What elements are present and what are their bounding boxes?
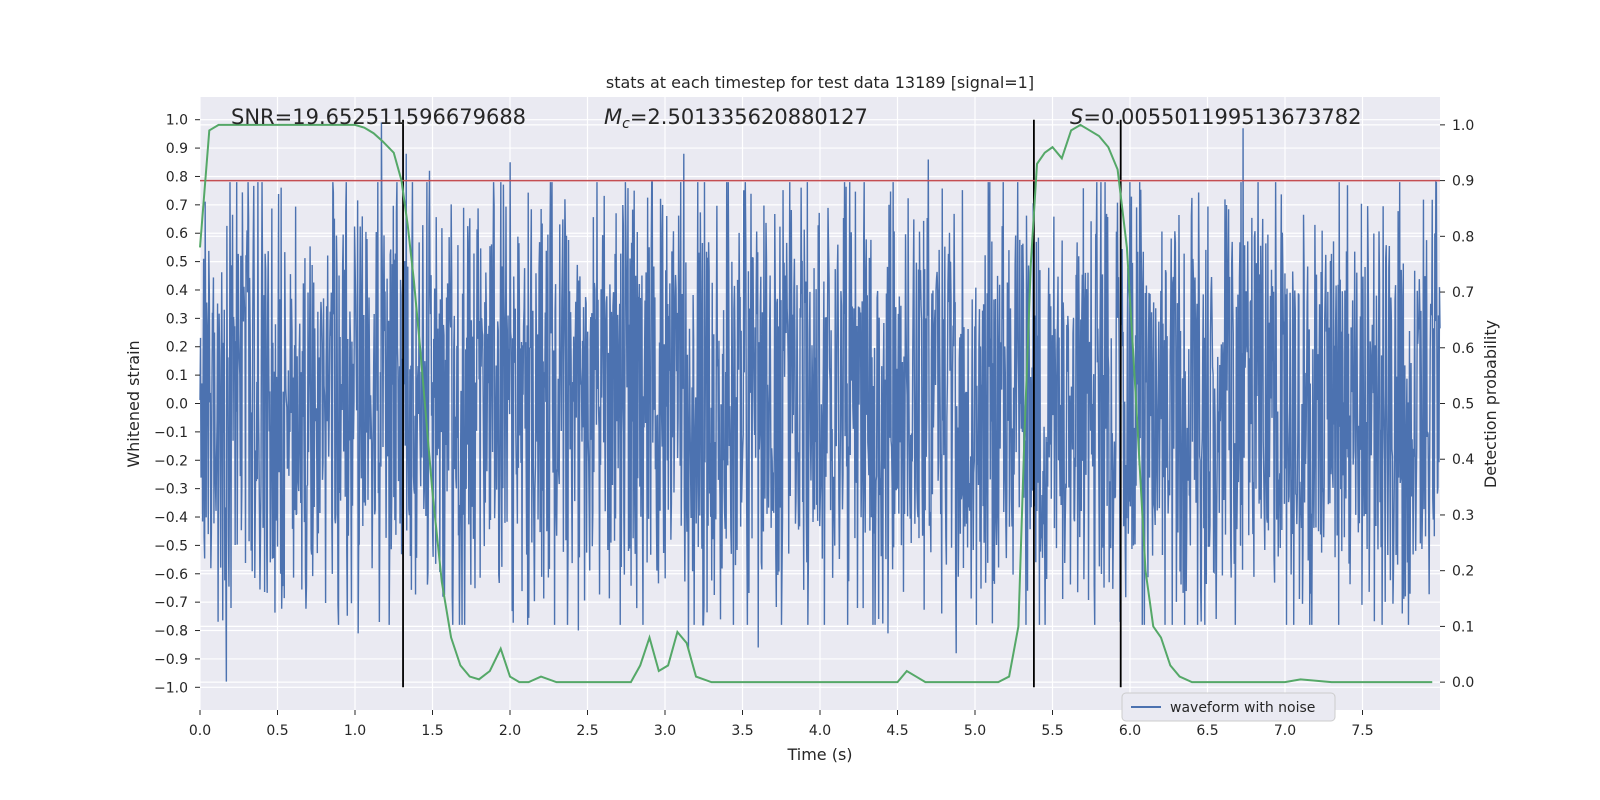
y2-tick-label: 0.4 — [1452, 452, 1474, 468]
chirp-mass-annotation: Mc=2.501335620880127 — [604, 105, 868, 132]
y-tick-label: 0.6 — [166, 226, 188, 242]
x-tick-label: 0.0 — [189, 723, 211, 739]
x-tick-label: 5.0 — [964, 723, 986, 739]
legend-label: waveform with noise — [1170, 700, 1315, 716]
x-tick-label: 7.5 — [1351, 723, 1373, 739]
y-tick-label: −1.0 — [154, 680, 188, 696]
probability-series — [199, 123, 1433, 684]
y-tick-label: −0.6 — [154, 567, 188, 583]
s-value: =0.005501199513673782 — [1083, 105, 1361, 129]
y-tick-label: 0.8 — [166, 169, 188, 185]
x-tick-label: 3.5 — [731, 723, 753, 739]
y-tick-label: 1.0 — [166, 113, 188, 129]
y-tick-label: 0.7 — [166, 198, 188, 214]
x-ticks: 0.0 0.5 1.0 1.5 2.0 2.5 3.0 3.5 4.0 4.5 5.0 5.5 6.0 6… — [189, 710, 1374, 739]
x-tick-label: 1.5 — [421, 723, 443, 739]
x-tick-label: 2.0 — [499, 723, 521, 739]
x-tick-label: 6.0 — [1119, 723, 1141, 739]
y-tick-label: 0.3 — [166, 311, 188, 327]
probability-line — [199, 123, 1433, 684]
y-tick-label: −0.8 — [154, 624, 188, 640]
y-tick-label: −0.7 — [154, 595, 188, 611]
chirp-mass-symbol: M — [604, 105, 622, 129]
y2-tick-label: 1.0 — [1452, 118, 1474, 134]
y-tick-label: −0.4 — [154, 510, 188, 526]
s-symbol: S — [1070, 105, 1083, 129]
y-axis-label: Whitened strain — [124, 340, 143, 467]
y2-tick-label: 0.8 — [1452, 229, 1474, 245]
s-annotation: S=0.005501199513673782 — [1070, 105, 1361, 129]
x-tick-label: 7.0 — [1274, 723, 1296, 739]
y2-tick-label: 0.1 — [1452, 619, 1474, 635]
y-ticks: −1.0 −0.9 −0.8 −0.7 −0.6 −0.5 −0.4 −0.3 −0.2 −0.1… — [154, 113, 200, 696]
x-tick-label: 5.5 — [1041, 723, 1063, 739]
legend-box — [1121, 692, 1336, 722]
y2-tick-label: 0.3 — [1452, 508, 1474, 524]
y2-tick-label: 0.9 — [1452, 174, 1474, 190]
waveform-series — [199, 122, 1441, 682]
y2-ticks: 0.0 0.1 0.2 0.3 0.4 0.5 0.6 0.7 0.8 0.9 1.0 — [1440, 118, 1474, 691]
x-axis-label: Time (s) — [786, 745, 852, 764]
waveform-line — [199, 122, 1441, 682]
x-tick-label: 1.0 — [344, 723, 366, 739]
y-tick-label: −0.1 — [154, 425, 188, 441]
y2-tick-label: 0.5 — [1452, 397, 1474, 413]
y-tick-label: −0.5 — [154, 538, 188, 554]
y-tick-label: 0.9 — [166, 141, 188, 157]
chirp-mass-subscript: c — [622, 116, 630, 132]
y2-tick-label: 0.7 — [1452, 285, 1474, 301]
y-tick-label: 0.5 — [166, 255, 188, 271]
x-tick-label: 2.5 — [576, 723, 598, 739]
y2-tick-label: 0.0 — [1452, 675, 1474, 691]
y2-tick-label: 0.6 — [1452, 341, 1474, 357]
legend: waveform with noise — [1121, 692, 1336, 722]
x-tick-label: 6.5 — [1196, 723, 1218, 739]
x-tick-label: 3.0 — [654, 723, 676, 739]
x-tick-label: 4.0 — [809, 723, 831, 739]
y-tick-label: −0.3 — [154, 482, 188, 498]
y2-axis-label: Detection probability — [1481, 320, 1500, 488]
y-tick-label: −0.9 — [154, 652, 188, 668]
snr-annotation: SNR=19.652511596679688 — [231, 105, 526, 129]
y2-tick-label: 0.2 — [1452, 564, 1474, 580]
chart-title: stats at each timestep for test data 131… — [606, 73, 1034, 92]
y-tick-label: 0.2 — [166, 340, 188, 356]
y-tick-label: 0.4 — [166, 283, 188, 299]
y-tick-label: 0.0 — [166, 397, 188, 413]
chirp-mass-value: =2.501335620880127 — [630, 105, 868, 129]
x-tick-label: 4.5 — [886, 723, 908, 739]
y-tick-label: 0.1 — [166, 368, 188, 384]
y-tick-label: −0.2 — [154, 453, 188, 469]
x-tick-label: 0.5 — [266, 723, 288, 739]
